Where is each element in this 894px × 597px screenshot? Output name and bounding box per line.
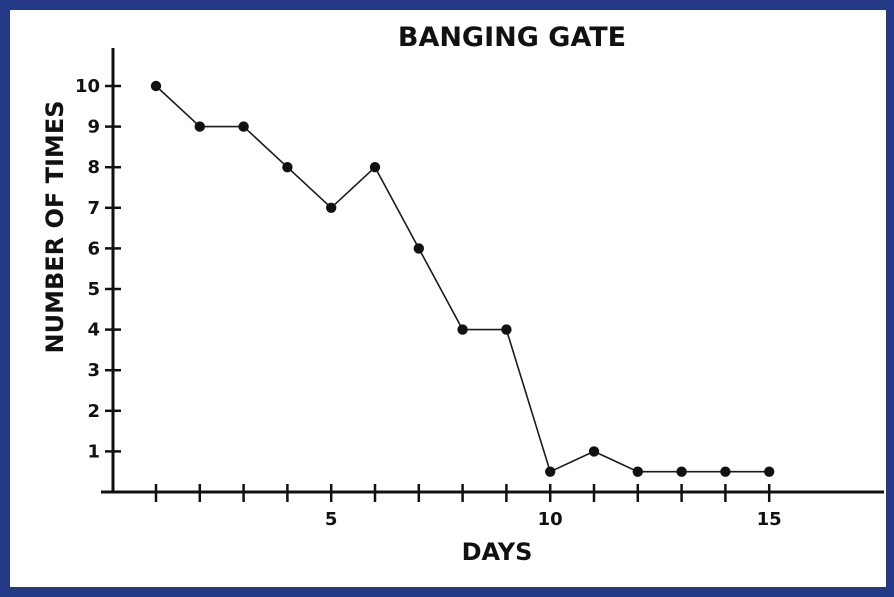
data-point	[457, 324, 468, 335]
data-point	[501, 324, 512, 335]
data-point	[720, 466, 731, 477]
data-point	[150, 80, 162, 92]
y-ticks: 1 2 3 4 5 6 7 8 9 10	[75, 76, 121, 462]
x-ticks: 5 10 15	[154, 484, 782, 530]
series-line	[155, 85, 770, 473]
x-axis-title: DAYS	[462, 538, 533, 566]
y-tick-label: 6	[87, 238, 100, 259]
data-point	[632, 466, 643, 477]
data-points	[150, 80, 775, 477]
data-point	[588, 446, 600, 457]
y-tick-label: 5	[87, 279, 100, 300]
y-tick-label: 9	[87, 117, 100, 138]
y-tick-label: 3	[87, 360, 100, 381]
y-tick-label: 8	[87, 157, 100, 178]
y-tick-label: 10	[75, 76, 100, 97]
data-point	[282, 162, 293, 173]
axes	[101, 48, 884, 494]
data-point	[676, 466, 687, 477]
y-tick-label: 1	[87, 441, 100, 462]
y-tick-label: 7	[87, 198, 100, 219]
data-point	[369, 162, 381, 173]
x-tick-label: 10	[538, 509, 563, 530]
data-point	[194, 121, 205, 132]
x-tick-label: 5	[325, 509, 338, 530]
data-point	[413, 243, 424, 254]
data-point	[238, 121, 249, 132]
y-axis-title: NUMBER OF TIMES	[41, 101, 69, 354]
data-point	[545, 466, 556, 477]
y-tick-label: 2	[87, 401, 100, 422]
y-tick-label: 4	[87, 320, 100, 341]
x-tick-label: 15	[757, 509, 782, 530]
data-point	[326, 202, 337, 213]
series-polyline	[155, 85, 770, 473]
data-point	[764, 466, 775, 477]
chart-title: BANGING GATE	[398, 22, 626, 53]
